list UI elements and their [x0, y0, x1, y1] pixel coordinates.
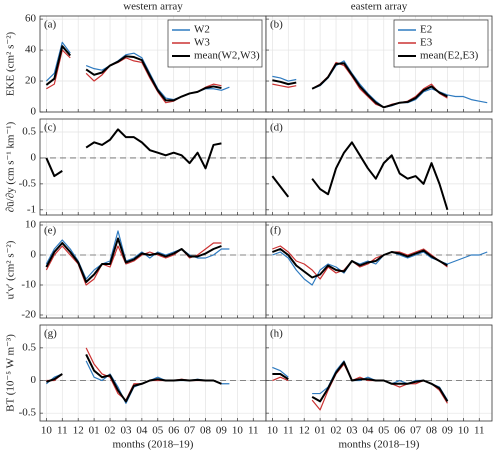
y-tick-label: 40 [25, 44, 37, 56]
x-tick-label: 10 [41, 425, 53, 437]
y-tick-label: -10 [21, 279, 36, 291]
x-tick-label: 04 [362, 425, 374, 437]
x-tick-label: 11 [283, 425, 294, 437]
series-line [271, 141, 449, 211]
x-axis-label: months (2018–19) [113, 439, 194, 451]
y-axis-label: ∂ū/∂y (cm s⁻¹ km⁻¹) [5, 121, 17, 212]
x-tick-label: 06 [168, 425, 180, 437]
y-tick-label: -0.5 [19, 177, 37, 189]
x-tick-label: 11 [57, 425, 68, 437]
column-title: eastern array [351, 1, 408, 13]
plot-frame [265, 324, 493, 422]
x-tick-label: 10 [458, 425, 470, 437]
plot-frame [265, 15, 493, 113]
y-tick-label: 0 [31, 374, 37, 386]
x-tick-label: 09 [442, 425, 454, 437]
y-tick-label: 60 [25, 13, 37, 25]
x-tick-label: 07 [184, 425, 196, 437]
x-tick-label: 11 [248, 425, 259, 437]
panel: (f) [265, 221, 493, 319]
y-tick-label: -1 [27, 203, 36, 215]
y-tick-label: 20 [25, 75, 37, 87]
plot-frame [265, 118, 493, 216]
x-tick-label: 08 [426, 425, 438, 437]
y-tick-label: -20 [21, 309, 36, 321]
series-line [272, 245, 448, 280]
x-tick-label: 12 [73, 425, 84, 437]
column-title: western array [123, 1, 183, 13]
plot-area [266, 222, 492, 318]
x-tick-label: 10 [232, 425, 244, 437]
plot-area [40, 325, 266, 421]
panel-label: (a) [44, 19, 57, 31]
panel-label: (b) [270, 19, 283, 31]
panel-label: (e) [44, 225, 57, 237]
x-tick-label: 03 [346, 425, 358, 437]
x-tick-label: 05 [378, 425, 390, 437]
plot-area [40, 222, 266, 318]
legend-label: W3 [194, 37, 210, 49]
series-line [46, 353, 222, 403]
y-tick-label: 0.5 [22, 126, 36, 138]
plot-frame [265, 221, 493, 319]
y-tick-label: 0 [31, 151, 37, 163]
x-tick-label: 02 [331, 425, 342, 437]
legend-label: W2 [194, 24, 210, 36]
x-tick-label: 09 [216, 425, 228, 437]
series-line [272, 62, 448, 109]
x-tick-label: 07 [410, 425, 422, 437]
x-tick-label: 02 [105, 425, 116, 437]
y-tick-label: 0 [31, 249, 37, 261]
y-tick-label: -0.5 [19, 407, 37, 419]
legend-label: E3 [420, 37, 433, 49]
series-line [272, 248, 448, 279]
panel: -1 -0.5 0 0.5 (c) ∂ū/∂y (cm s⁻¹ km⁻¹) [5, 118, 267, 216]
x-tick-label: 04 [136, 425, 148, 437]
y-axis-label: EKE (cm² s⁻²) [5, 32, 17, 97]
x-tick-label: 10 [267, 425, 279, 437]
legend-label: mean(E2,E3) [420, 50, 479, 62]
plot-area [266, 325, 492, 421]
series-line [45, 45, 222, 102]
panel: 10 11 12 01 02 03 04 05 06 07 08 09 10 11 (h) months (2… [265, 324, 493, 451]
panel-label: (f) [270, 225, 281, 237]
panel: -20 -10 0 10 (e) u′v′ (cm² s⁻²) [5, 219, 267, 321]
y-axis-label: BT (10⁻⁵ W m⁻³) [5, 334, 17, 412]
panel-label: (h) [270, 328, 283, 340]
y-tick-label: 0 [31, 106, 37, 118]
y-tick-label: 10 [25, 219, 37, 231]
panel: (d) [265, 118, 493, 216]
x-tick-label: 08 [200, 425, 212, 437]
x-tick-label: 05 [152, 425, 164, 437]
plot-area [40, 119, 266, 215]
x-tick-label: 01 [315, 425, 326, 437]
series-line [45, 230, 230, 280]
panel: 10 11 12 01 02 03 04 05 06 07 08 09 10 11 -0.5 0 0.5 (g) B… [5, 324, 267, 451]
panel: 0 20 40 60 (a) western array EKE (cm² s⁻²) W2W3… [5, 1, 267, 118]
legend-label: mean(W2,W3) [194, 50, 260, 62]
series-line [45, 128, 222, 178]
x-tick-label: 12 [299, 425, 310, 437]
panel-label: (d) [270, 122, 283, 134]
x-tick-label: 11 [474, 425, 485, 437]
y-tick-label: 0.5 [22, 341, 36, 353]
legend-label: E2 [420, 24, 432, 36]
x-tick-label: 01 [89, 425, 100, 437]
plot-area [266, 119, 492, 215]
panel-label: (g) [44, 328, 57, 340]
x-tick-label: 03 [120, 425, 132, 437]
x-axis-label: months (2018–19) [339, 439, 420, 451]
y-axis-label: u′v′ (cm² s⁻²) [5, 240, 17, 299]
series-line [272, 251, 488, 286]
x-tick-label: 06 [394, 425, 406, 437]
series-line [272, 361, 449, 403]
series-line [45, 237, 222, 283]
panel-label: (c) [44, 122, 57, 134]
